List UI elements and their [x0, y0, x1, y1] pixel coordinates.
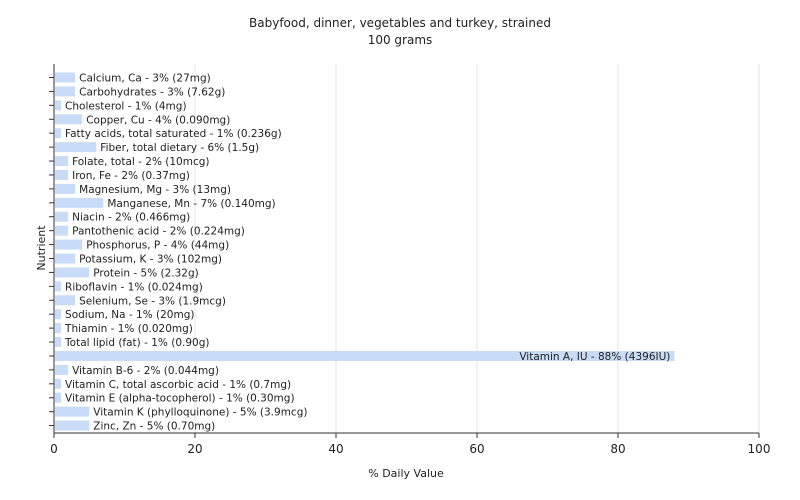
- bar: [55, 183, 76, 194]
- bar: [55, 364, 69, 375]
- bar-label: Iron, Fe - 2% (0.37mg): [72, 170, 190, 182]
- bar: [55, 253, 76, 264]
- x-tick-label: 20: [187, 442, 202, 456]
- bar-label: Thiamin - 1% (0.020mg): [64, 323, 193, 335]
- bar-label: Phosphorus, P - 4% (44mg): [86, 240, 229, 252]
- bar-label: Magnesium, Mg - 3% (13mg): [79, 184, 231, 196]
- bar-label: Riboflavin - 1% (0.024mg): [65, 281, 203, 293]
- axes-group: 0 20 40 60 80 100: [49, 64, 770, 456]
- bar: [55, 169, 69, 180]
- bar: [55, 281, 62, 292]
- bar-label: Copper, Cu - 4% (0.090mg): [86, 114, 230, 126]
- bar-label: Cholesterol - 1% (4mg): [65, 100, 187, 112]
- bar: [55, 197, 104, 208]
- bar-label: Carbohydrates - 3% (7.62g): [79, 86, 225, 98]
- bar: [55, 337, 62, 348]
- bar: [55, 267, 90, 278]
- bar: [55, 114, 83, 125]
- bar-label: Vitamin B-6 - 2% (0.044mg): [72, 365, 219, 377]
- x-tick-label: 100: [748, 442, 771, 456]
- bar: [55, 309, 62, 320]
- bar-label: Total lipid (fat) - 1% (0.90g): [64, 337, 209, 349]
- bar: [55, 211, 69, 222]
- bar-label: Fiber, total dietary - 6% (1.5g): [100, 142, 259, 154]
- bar: [55, 142, 97, 153]
- x-tick-label: 60: [469, 442, 484, 456]
- x-tick-label: 0: [50, 442, 58, 456]
- bar: [55, 420, 90, 431]
- bar-label: Vitamin E (alpha-tocopherol) - 1% (0.30m…: [65, 393, 294, 405]
- bar-label: Fatty acids, total saturated - 1% (0.236…: [65, 128, 282, 140]
- x-tick-label: 80: [610, 442, 625, 456]
- bar: [55, 156, 69, 167]
- bar-label: Pantothenic acid - 2% (0.224mg): [72, 226, 245, 238]
- bar: [55, 350, 675, 361]
- bar-label: Selenium, Se - 3% (1.9mcg): [79, 295, 226, 307]
- x-axis-label: % Daily Value: [368, 467, 444, 480]
- bar-label: Vitamin C, total ascorbic acid - 1% (0.7…: [65, 379, 291, 391]
- bar-label: Vitamin A, IU - 88% (4396IU): [519, 351, 670, 363]
- bar-label: Vitamin K (phylloquinone) - 5% (3.9mcg): [93, 407, 307, 419]
- bar-label: Niacin - 2% (0.466mg): [72, 212, 190, 224]
- grid-lines: [194, 64, 760, 433]
- chart-subtitle: 100 grams: [368, 33, 433, 47]
- bar: [55, 225, 69, 236]
- bar: [55, 392, 62, 403]
- bar-label: Potassium, K - 3% (102mg): [79, 254, 222, 266]
- bar: [55, 86, 76, 97]
- y-axis-label: Nutrient: [35, 225, 48, 271]
- x-tick-label: 40: [328, 442, 343, 456]
- bar-label: Protein - 5% (2.32g): [93, 267, 199, 279]
- bar: [55, 378, 62, 389]
- bar: [55, 72, 76, 83]
- bar-label: Manganese, Mn - 7% (0.140mg): [107, 198, 275, 210]
- chart-title: Babyfood, dinner, vegetables and turkey,…: [249, 16, 551, 30]
- bar: [55, 406, 90, 417]
- bar: [55, 323, 62, 334]
- bars-group: Calcium, Ca - 3% (27mg)Carbohydrates - 3…: [55, 72, 675, 433]
- bar: [55, 239, 83, 250]
- bar: [55, 295, 76, 306]
- bar-label: Folate, total - 2% (10mcg): [72, 156, 209, 168]
- bar: [55, 128, 62, 139]
- bar-label: Zinc, Zn - 5% (0.70mg): [93, 421, 215, 433]
- bar-label: Calcium, Ca - 3% (27mg): [79, 73, 211, 85]
- bar: [55, 100, 62, 111]
- bar-label: Sodium, Na - 1% (20mg): [65, 309, 194, 321]
